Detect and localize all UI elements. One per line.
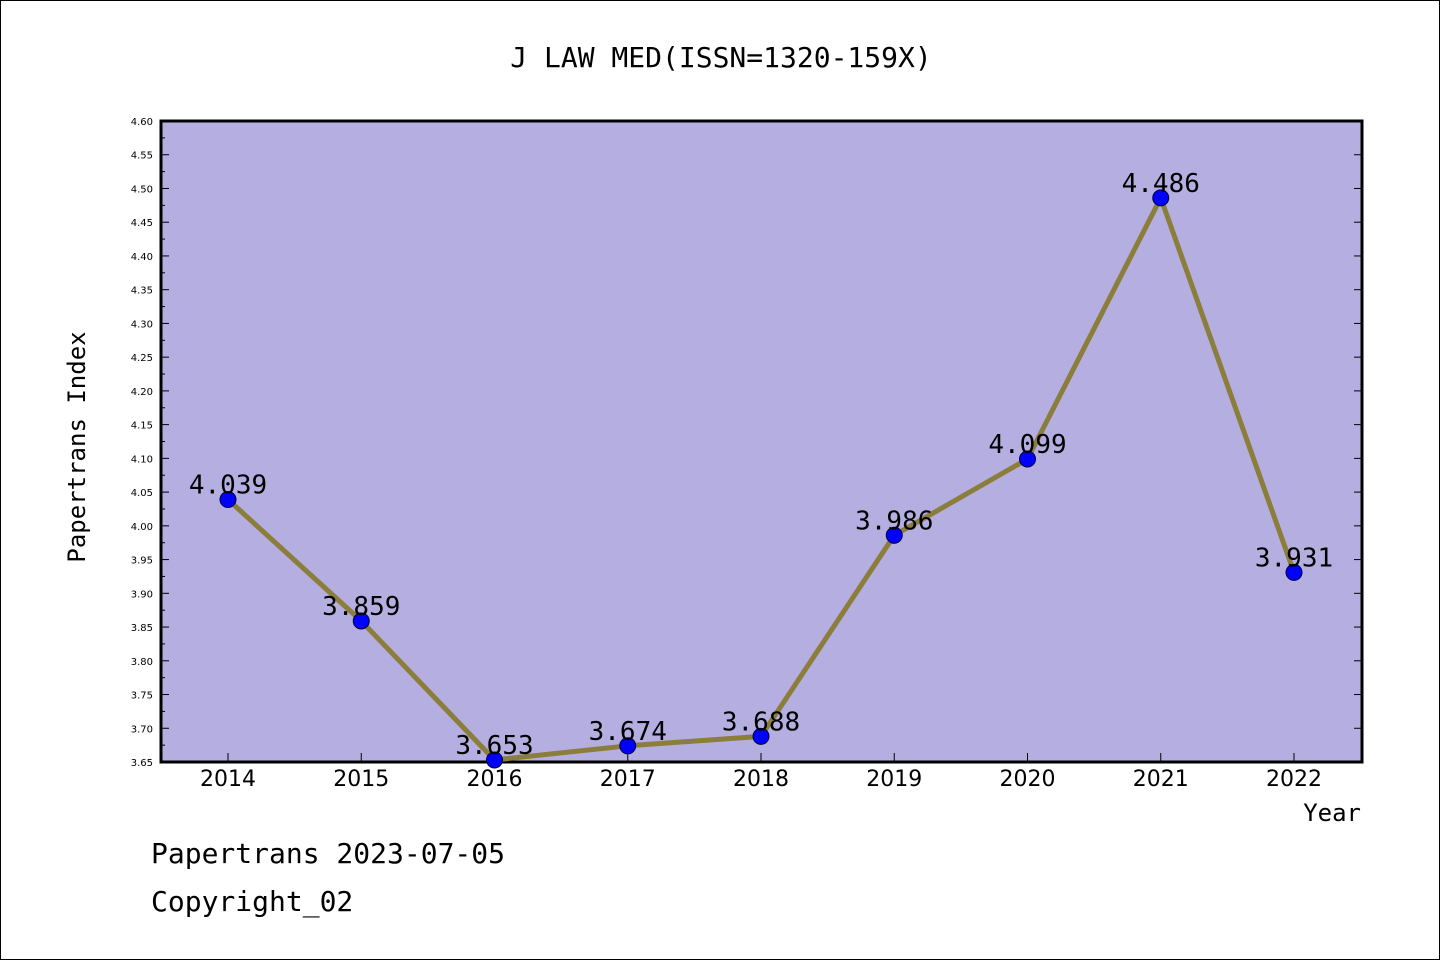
data-label: 4.099 (988, 430, 1066, 460)
y-tick-label: 3.85 (131, 623, 153, 634)
data-point (1285, 563, 1303, 581)
x-tick-label: 2019 (866, 767, 922, 792)
x-axis-label: Year (1303, 799, 1361, 827)
y-tick-label: 4.60 (131, 117, 153, 128)
data-point (352, 612, 370, 630)
x-tick-label: 2020 (1000, 767, 1056, 792)
y-tick-label: 4.40 (131, 252, 153, 263)
x-axis-ticks: 2014 2015 2016 2017 2018 2019 2020 2021 2022 (200, 753, 1322, 792)
y-axis-label: Papertrans Index (63, 331, 91, 562)
data-label: 4.039 (189, 471, 267, 501)
data-point (752, 727, 770, 745)
y-axis-ticks: 3.65 3.70 3.75 3.80 3.85 3.90 3.95 4.00 4.05 4.10… (131, 117, 1362, 769)
y-tick-label: 3.70 (131, 724, 153, 735)
data-points (219, 189, 1303, 769)
data-point (219, 491, 237, 509)
data-point (1019, 450, 1036, 468)
x-tick-label: 2015 (333, 767, 389, 792)
y-tick-label: 3.95 (131, 556, 153, 567)
y-tick-label: 4.35 (131, 286, 153, 297)
y-tick-label: 4.05 (131, 488, 153, 499)
x-tick-label: 2018 (733, 767, 789, 792)
plot-area (159, 119, 1364, 764)
x-tick-label: 2016 (467, 767, 523, 792)
y-tick-label: 4.20 (131, 387, 153, 398)
y-tick-label: 3.80 (131, 657, 153, 668)
y-tick-label: 3.75 (131, 691, 153, 702)
footer-copyright: Copyright_02 (151, 885, 354, 918)
data-label: 3.653 (455, 731, 533, 761)
data-label: 3.859 (322, 592, 400, 622)
data-point (486, 751, 503, 769)
data-label: 3.986 (855, 506, 933, 536)
chart-title: J LAW MED(ISSN=1320-159X) (510, 41, 931, 74)
data-point (885, 526, 903, 544)
y-tick-label: 3.65 (131, 758, 153, 769)
x-tick-label: 2021 (1133, 767, 1189, 792)
y-tick-label: 4.10 (131, 454, 153, 465)
y-tick-label: 4.50 (131, 184, 153, 195)
data-label: 4.486 (1122, 169, 1200, 199)
x-tick-label: 2014 (200, 767, 256, 792)
y-tick-label: 4.00 (131, 522, 153, 533)
data-label: 3.674 (589, 717, 667, 747)
x-tick-label: 2022 (1266, 767, 1322, 792)
x-tick-label: 2017 (600, 767, 656, 792)
data-point (619, 737, 637, 755)
footer-date: Papertrans 2023-07-05 (151, 837, 506, 870)
data-label: 3.688 (722, 707, 800, 737)
y-tick-label: 4.45 (131, 218, 153, 229)
data-labels: 4.039 3.859 3.653 3.674 3.688 3.986 4.099 4.486… (189, 169, 1333, 761)
y-tick-label: 4.15 (131, 421, 153, 432)
data-label: 3.931 (1255, 543, 1333, 573)
y-tick-label: 4.30 (131, 319, 153, 330)
data-point (1152, 189, 1170, 207)
y-tick-label: 4.25 (131, 353, 153, 364)
y-tick-label: 4.55 (131, 151, 153, 162)
y-tick-label: 3.90 (131, 589, 153, 600)
